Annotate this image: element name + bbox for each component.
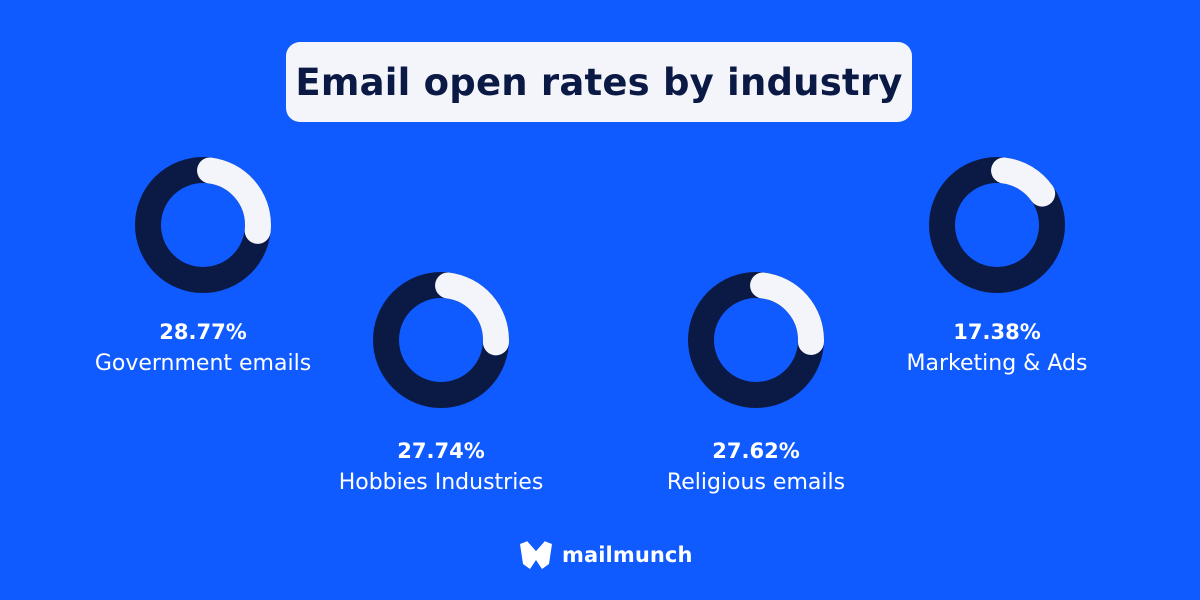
name-government: Government emails <box>94 351 312 376</box>
label-government: 28.77% Government emails <box>43 316 363 380</box>
name-religious: Religious emails <box>666 470 846 495</box>
value-religious: 27.62% <box>712 439 800 463</box>
value-hobbies: 27.74% <box>397 439 485 463</box>
brand-name: mailmunch <box>562 543 693 567</box>
donut-value-arc-government <box>135 157 271 293</box>
label-religious: 27.62% Religious emails <box>596 435 916 499</box>
value-government: 28.77% <box>159 320 247 344</box>
donut-hobbies <box>373 272 509 408</box>
title-box: Email open rates by industry <box>286 42 912 122</box>
donut-value-arc-hobbies <box>373 272 509 408</box>
name-hobbies: Hobbies Industries <box>338 470 544 495</box>
mailmunch-logo-icon <box>520 540 552 569</box>
brand: mailmunch <box>518 540 693 570</box>
label-hobbies: 27.74% Hobbies Industries <box>281 435 601 499</box>
chart-title: Email open rates by industry <box>295 60 903 104</box>
label-marketing: 17.38% Marketing & Ads <box>837 316 1157 380</box>
donut-marketing <box>929 157 1065 293</box>
name-marketing: Marketing & Ads <box>906 351 1088 376</box>
donut-religious <box>688 272 824 408</box>
donut-government <box>135 157 271 293</box>
value-marketing: 17.38% <box>953 320 1041 344</box>
donut-value-arc-marketing <box>929 157 1065 293</box>
donut-value-arc-religious <box>688 272 824 408</box>
